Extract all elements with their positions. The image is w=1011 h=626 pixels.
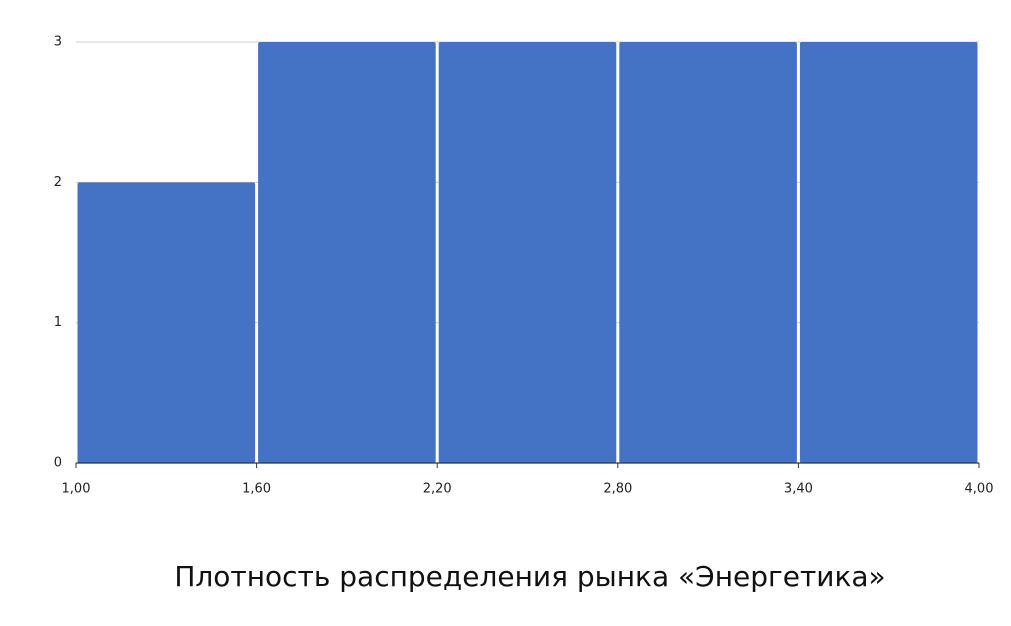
x-tick-label: 2,80	[603, 482, 632, 497]
bar	[258, 42, 436, 463]
bar	[438, 42, 617, 463]
chart-title: Плотность распределения рынка «Энергетик…	[174, 560, 885, 593]
y-tick-label: 2	[54, 175, 62, 190]
y-tick-label: 0	[54, 456, 62, 471]
x-tick-label: 2,20	[423, 482, 452, 497]
y-tick-label: 3	[54, 35, 62, 50]
x-tick-label: 4,00	[965, 482, 994, 497]
bar	[799, 42, 978, 463]
y-tick-label: 1	[54, 315, 62, 330]
x-tick-label: 1,00	[62, 482, 91, 497]
bar	[619, 42, 797, 463]
x-tick-label: 1,60	[242, 482, 271, 497]
x-tick-label: 3,40	[784, 482, 813, 497]
bar	[77, 182, 256, 464]
